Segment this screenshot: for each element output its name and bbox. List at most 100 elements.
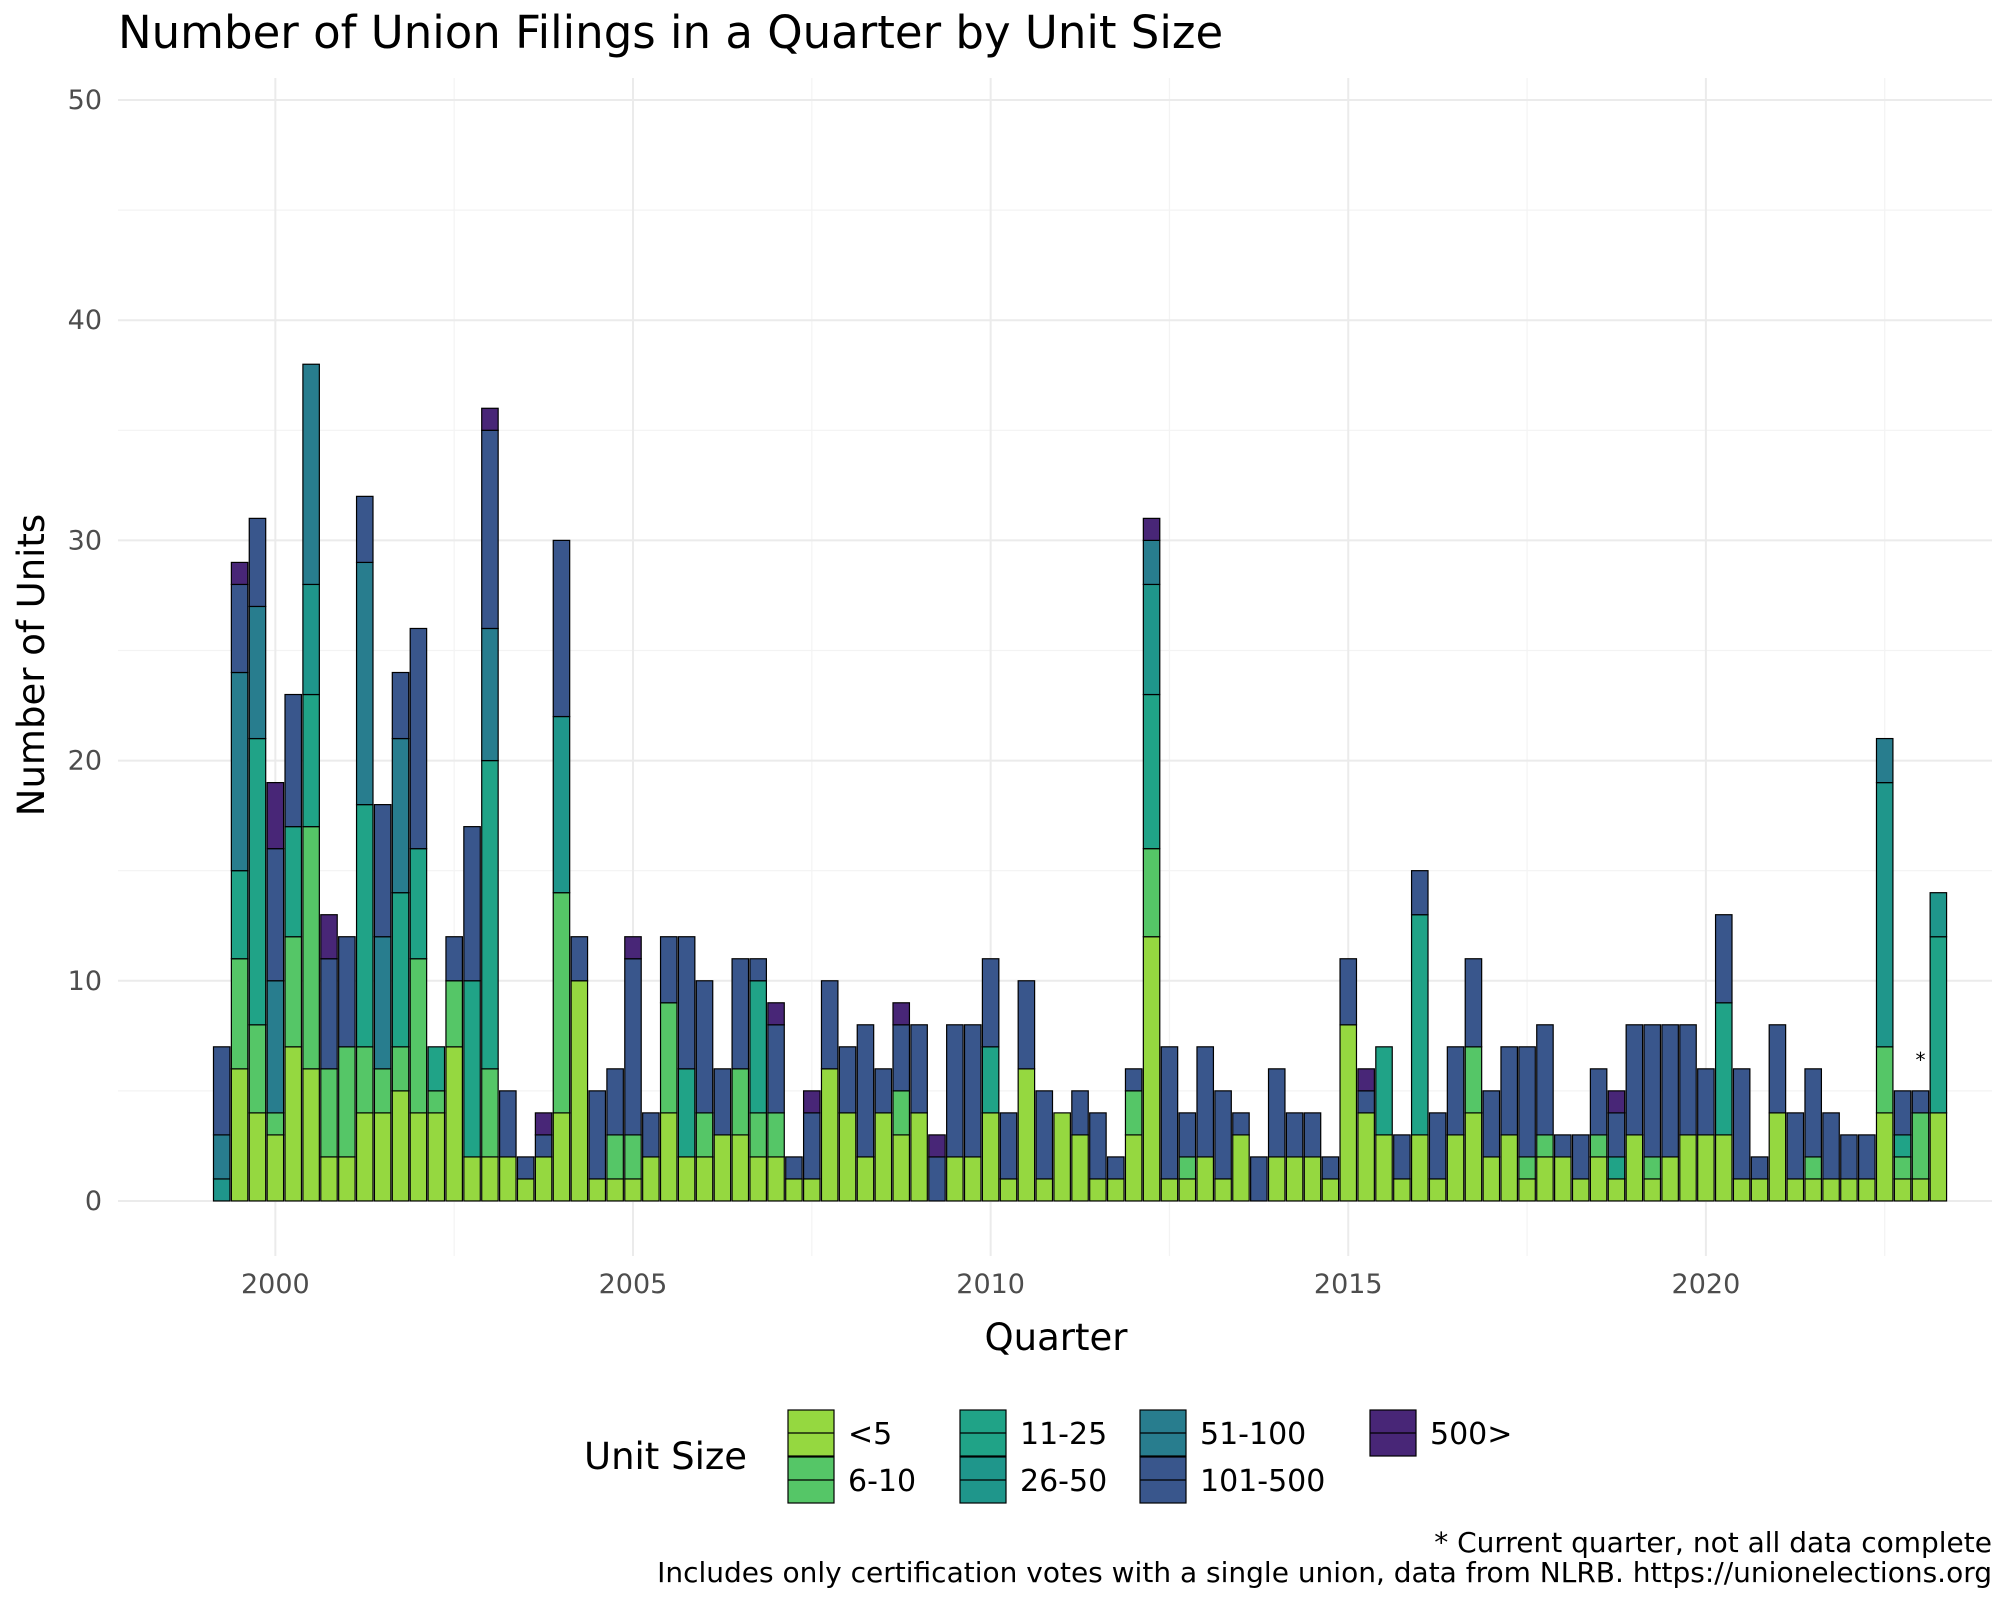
y-tick-label: 50 xyxy=(68,85,102,116)
bar-segment xyxy=(1106,1156,1125,1180)
bar-segment xyxy=(481,759,499,1070)
bar-segment xyxy=(695,980,714,1114)
bar-segment xyxy=(266,1112,285,1136)
bar-segment xyxy=(445,1046,464,1202)
bar-segment xyxy=(1893,1090,1912,1136)
bar-segment xyxy=(1732,1068,1751,1180)
bar-segment xyxy=(1768,1024,1787,1114)
x-axis-ticks: 2000 2005 2010 2015 2020 xyxy=(241,1269,1740,1300)
bar-segment xyxy=(1303,1112,1322,1158)
bar-segment xyxy=(1804,1178,1823,1202)
legend-label: 101-500 xyxy=(1200,1464,1325,1499)
bar-segment xyxy=(1536,1134,1554,1158)
y-axis-ticks: 0 10 20 30 40 50 xyxy=(68,85,102,1217)
bar-segment xyxy=(355,1112,374,1202)
bar-segment xyxy=(248,605,267,740)
bar-segment xyxy=(1410,1134,1429,1202)
bar-segment xyxy=(534,1134,553,1158)
bar-segment xyxy=(624,1134,642,1180)
bar-segment xyxy=(624,958,642,1136)
bar-segment xyxy=(1822,1112,1840,1180)
y-tick-label: 30 xyxy=(68,525,102,556)
bar-segment xyxy=(1035,1090,1054,1180)
bar-segment xyxy=(552,539,571,718)
x-tick-label: 2010 xyxy=(956,1269,1025,1300)
bar-segment xyxy=(212,1134,231,1180)
bar-segment xyxy=(481,407,499,431)
bar-segment xyxy=(892,1134,911,1202)
bar-segment xyxy=(1804,1156,1823,1180)
bar-segment xyxy=(963,1024,982,1158)
bar-segment xyxy=(1375,1134,1393,1202)
bar-segment xyxy=(427,1112,446,1202)
bar-segment xyxy=(1232,1112,1250,1136)
bar-segment xyxy=(1661,1024,1679,1158)
bar-segment xyxy=(427,1046,446,1092)
bar-segment xyxy=(946,1024,964,1158)
bar-segment xyxy=(677,936,696,1070)
caption-line-2: Includes only certification votes with a… xyxy=(657,1556,1992,1589)
bar-segment xyxy=(659,1002,678,1114)
bar-segment xyxy=(1589,1068,1608,1136)
bar-segment xyxy=(373,1112,392,1202)
bar-segment xyxy=(1732,1178,1751,1202)
bar-segment xyxy=(1357,1112,1375,1202)
bar-segment xyxy=(1393,1134,1411,1180)
y-axis-title: Number of Units xyxy=(10,514,53,816)
legend-label: 11-25 xyxy=(1020,1417,1107,1452)
bar-segment xyxy=(1679,1024,1697,1136)
bar-segment xyxy=(1625,1134,1644,1202)
bar-segment xyxy=(338,1156,356,1202)
bar-segment xyxy=(1643,1156,1662,1180)
bar-segment xyxy=(463,980,481,1158)
bar-segment xyxy=(606,1134,624,1180)
bar-segment xyxy=(230,561,249,586)
y-tick-label: 10 xyxy=(68,966,102,997)
bar-segment xyxy=(1214,1178,1232,1202)
bar-segment xyxy=(624,936,642,960)
bar-segment xyxy=(1142,539,1161,586)
bar-segment xyxy=(1017,980,1036,1070)
legend-label: 26-50 xyxy=(1020,1464,1107,1499)
bar-segment xyxy=(588,1090,607,1180)
bar-segment xyxy=(1267,1068,1286,1158)
bar-segment xyxy=(230,671,249,872)
bar-segment xyxy=(1911,1112,1930,1180)
y-tick-label: 20 xyxy=(68,746,102,777)
bar-segment xyxy=(1518,1156,1536,1180)
bar-segment xyxy=(445,936,464,982)
bar-segment xyxy=(355,804,374,1048)
bar-segment xyxy=(1035,1178,1054,1202)
bar-segment xyxy=(1500,1134,1519,1202)
legend-title: Unit Size xyxy=(584,1435,747,1478)
bar-segment xyxy=(230,1068,249,1202)
bar-segment xyxy=(1106,1178,1125,1202)
bar-segment xyxy=(749,1156,767,1202)
bar-segment xyxy=(749,1112,767,1158)
bar-segment xyxy=(1339,958,1358,1026)
bar-segment xyxy=(856,1024,875,1158)
bar-segment xyxy=(1214,1090,1232,1180)
bar-segment xyxy=(1536,1156,1554,1202)
bar-segment xyxy=(981,958,1000,1048)
bar-segment xyxy=(1625,1024,1644,1136)
bar-segment xyxy=(820,980,839,1070)
bar-segment xyxy=(963,1156,982,1202)
bar-segment xyxy=(320,958,338,1070)
bar-segment xyxy=(802,1090,821,1114)
bar-segment xyxy=(1053,1112,1071,1202)
bar-segment xyxy=(767,1112,785,1158)
bar-segment xyxy=(1089,1112,1107,1180)
annotations: * xyxy=(1915,1048,1925,1072)
bar-segment xyxy=(1893,1178,1912,1202)
bar-segment xyxy=(284,693,303,828)
bar-segment xyxy=(1089,1178,1107,1202)
bar-segment xyxy=(1482,1156,1501,1202)
bar-segment xyxy=(981,1112,1000,1202)
bar-segment xyxy=(1446,1046,1465,1136)
bar-segment xyxy=(1607,1112,1626,1158)
bar-segment xyxy=(302,583,320,696)
bar-segment xyxy=(695,1112,714,1158)
bar-segment xyxy=(534,1156,553,1202)
